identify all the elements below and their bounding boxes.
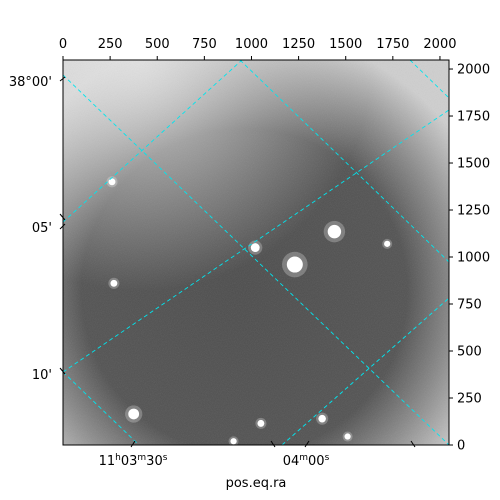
top-pixel-axis: 0 250 500 750 1000 1250 1500 1750 2000 (59, 37, 457, 60)
grid-line (63, 60, 243, 223)
right-axis-tick-label: 750 (457, 298, 482, 313)
right-pixel-axis: 0 250 500 750 1000 1250 1500 1750 2000 (449, 63, 490, 454)
bright-source (286, 256, 303, 273)
image-panel (62, 59, 450, 446)
ra-tick-label: 11h03m30s (99, 453, 168, 469)
sky-noise (63, 60, 449, 445)
bright-source (230, 438, 237, 445)
bright-source (108, 178, 116, 186)
grid-line (63, 371, 140, 445)
bright-source (250, 243, 260, 253)
plot-frame (62, 59, 450, 446)
top-axis-tick-label: 2000 (423, 37, 456, 52)
bottom-ra-axis: 11h03m30s 04m00s pos.eq.ra (99, 440, 416, 491)
right-axis-tick-label: 500 (457, 345, 482, 360)
bright-sources (106, 176, 393, 445)
dec-tick (59, 213, 66, 221)
bright-source (318, 414, 326, 423)
right-axis-tick-label: 1000 (457, 251, 490, 266)
x-axis-label: pos.eq.ra (226, 476, 287, 491)
bright-source (257, 419, 265, 427)
top-axis-tick-label: 1250 (282, 37, 315, 52)
dec-tick-label: 05' (32, 221, 52, 236)
coordinate-grid (63, 60, 449, 445)
dec-tick (59, 367, 66, 375)
top-axis-tick-label: 500 (145, 37, 170, 52)
top-axis-tick-label: 250 (98, 37, 123, 52)
right-axis-tick-label: 1750 (457, 110, 490, 125)
top-axis-tick-label: 1750 (376, 37, 409, 52)
bright-source (110, 279, 118, 287)
left-dec-axis: 38°00' 05' 10' (9, 75, 66, 383)
ra-tick (410, 440, 416, 448)
bright-source (384, 240, 391, 247)
top-axis-tick-label: 1000 (235, 37, 268, 52)
ra-tick (130, 440, 136, 448)
ra-tick-label: 04m00s (283, 453, 330, 469)
right-axis-tick-label: 2000 (457, 63, 490, 78)
dec-tick-label: 38°00' (9, 75, 52, 90)
grid-line (63, 109, 449, 373)
top-axis-tick-label: 750 (192, 37, 217, 52)
right-axis-tick-label: 1250 (457, 204, 490, 219)
bright-source (344, 433, 351, 440)
grid-line (409, 60, 449, 99)
grid-line (281, 297, 449, 445)
ra-tick (304, 440, 310, 448)
ra-tick (270, 440, 276, 448)
right-axis-tick-label: 1500 (457, 157, 490, 172)
dec-tick (59, 223, 66, 230)
top-axis-tick-label: 0 (59, 37, 67, 52)
right-axis-tick-label: 0 (457, 439, 465, 454)
right-axis-tick-label: 250 (457, 392, 482, 407)
bright-source (327, 224, 342, 239)
dec-tick-label: 10' (32, 368, 52, 383)
bright-source (128, 408, 140, 420)
grid-line (63, 74, 449, 445)
top-axis-tick-label: 1500 (329, 37, 362, 52)
dec-tick (59, 76, 66, 82)
